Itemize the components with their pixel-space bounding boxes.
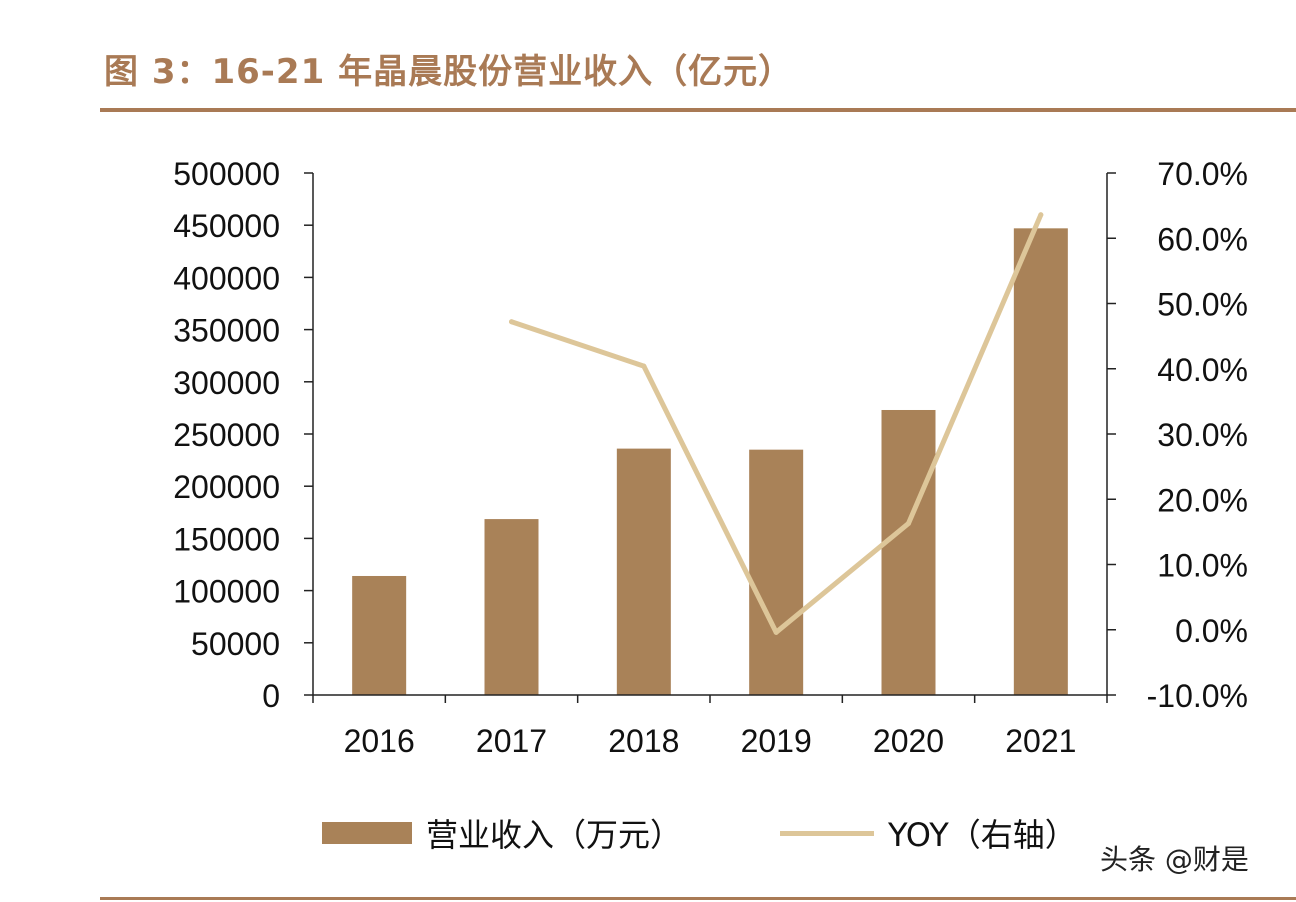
yoy-point bbox=[641, 363, 647, 369]
right-tick-label: 10.0% bbox=[1157, 548, 1248, 584]
right-axis: -10.0% 0.0% 10.0% 20.0% 30.0% 40.0% 50.0% 60.0%… bbox=[1106, 156, 1248, 714]
bar-series bbox=[352, 228, 1068, 695]
watermark: 头条 @财是 bbox=[1100, 843, 1249, 876]
legend-label-revenue: 营业收入（万元） bbox=[426, 816, 683, 854]
chart: 0 50000 100000 150000 200000 250000 300000 3500… bbox=[173, 156, 1248, 759]
left-tick-label: 50000 bbox=[191, 626, 280, 662]
x-tick-label: 2019 bbox=[741, 723, 812, 759]
bar-2019 bbox=[749, 449, 804, 695]
legend-item-revenue: 营业收入（万元） bbox=[322, 810, 682, 856]
left-tick-label: 350000 bbox=[173, 313, 280, 349]
right-tick-label: 50.0% bbox=[1157, 287, 1248, 323]
x-tick-label: 2021 bbox=[1005, 723, 1076, 759]
left-tick-label: 300000 bbox=[173, 365, 280, 401]
legend: 营业收入（万元） YOY（右轴） bbox=[0, 800, 1296, 854]
bar-2018 bbox=[616, 448, 671, 695]
yoy-point bbox=[509, 319, 514, 325]
right-tick-label: -10.0% bbox=[1147, 678, 1248, 714]
left-tick-label: 250000 bbox=[173, 417, 280, 453]
right-tick-label: 60.0% bbox=[1157, 221, 1248, 257]
yoy-line-series bbox=[509, 212, 1044, 635]
bar-2020 bbox=[881, 409, 936, 695]
left-tick-label: 450000 bbox=[173, 208, 280, 244]
left-tick-label: 500000 bbox=[173, 156, 280, 192]
yoy-point bbox=[773, 629, 779, 635]
x-tick-label: 2020 bbox=[873, 723, 944, 759]
x-tick-label: 2017 bbox=[476, 723, 547, 759]
right-tick-label: 0.0% bbox=[1175, 613, 1248, 649]
left-tick-label: 400000 bbox=[173, 260, 280, 296]
legend-swatch-line bbox=[780, 830, 874, 836]
bar-2021 bbox=[1013, 228, 1068, 695]
title-divider bbox=[100, 108, 1296, 112]
left-tick-label: 100000 bbox=[173, 574, 280, 610]
legend-swatch-bar bbox=[322, 822, 412, 844]
left-tick-label: 0 bbox=[262, 678, 280, 714]
chart-title: 图 3：16-21 年晶晨股份营业收入（亿元） bbox=[104, 52, 794, 92]
legend-label-yoy: YOY（右轴） bbox=[888, 816, 1077, 854]
yoy-point bbox=[1038, 212, 1044, 218]
legend-item-yoy: YOY（右轴） bbox=[780, 810, 1077, 856]
right-tick-label: 30.0% bbox=[1157, 417, 1248, 453]
left-tick-label: 200000 bbox=[173, 469, 280, 505]
bottom-divider bbox=[100, 897, 1296, 900]
right-tick-label: 20.0% bbox=[1157, 482, 1248, 518]
bar-2016 bbox=[352, 575, 407, 695]
x-tick-label: 2016 bbox=[344, 723, 415, 759]
yoy-point bbox=[906, 520, 911, 526]
x-axis: 2016 2017 2018 2019 2020 2021 bbox=[312, 694, 1108, 759]
right-tick-label: 40.0% bbox=[1157, 352, 1248, 388]
bar-2017 bbox=[484, 519, 539, 695]
left-tick-label: 150000 bbox=[173, 521, 280, 557]
x-tick-label: 2018 bbox=[608, 723, 679, 759]
right-tick-label: 70.0% bbox=[1157, 156, 1248, 192]
left-axis: 0 50000 100000 150000 200000 250000 300000 3500… bbox=[173, 156, 314, 714]
